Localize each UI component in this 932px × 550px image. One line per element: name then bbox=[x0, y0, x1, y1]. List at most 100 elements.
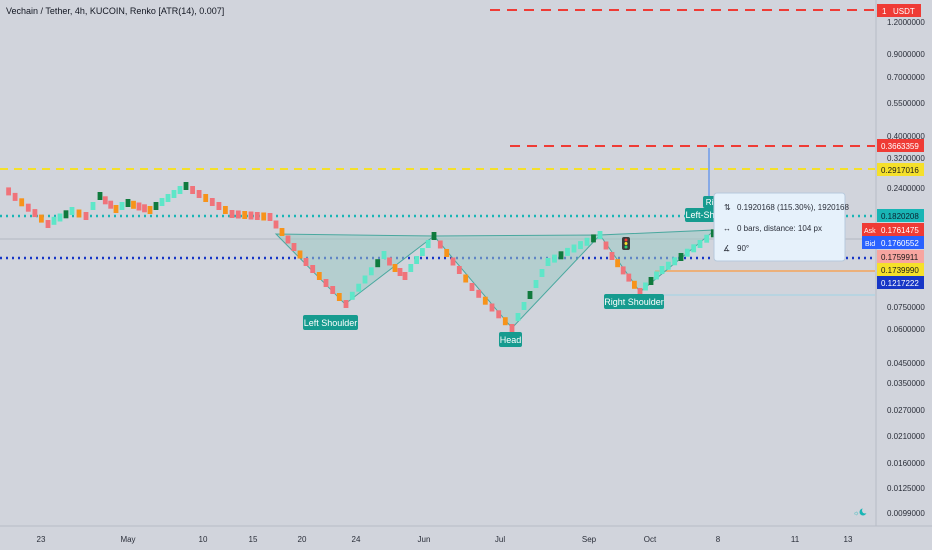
svg-text:Left Shoulder: Left Shoulder bbox=[304, 318, 358, 328]
price-tick-label: 0.0600000 bbox=[887, 325, 925, 334]
time-tick-label: Sep bbox=[582, 535, 597, 544]
renko-up-brick bbox=[172, 190, 177, 198]
measure-bars-text: 0 bars, distance: 104 px bbox=[737, 224, 822, 233]
svg-text:0.1760552: 0.1760552 bbox=[881, 239, 919, 248]
chart-title: Vechain / Tether, 4h, KUCOIN, Renko [ATR… bbox=[6, 6, 224, 16]
renko-down-brick bbox=[33, 209, 38, 217]
renko-down-brick bbox=[210, 198, 215, 206]
measure-angle-text: 90° bbox=[737, 244, 749, 253]
renko-up-brick bbox=[154, 202, 159, 210]
yellow-level-tag: 0.2917016 bbox=[877, 163, 924, 176]
renko-down-brick bbox=[46, 220, 51, 228]
svg-text:☼: ☼ bbox=[853, 510, 859, 517]
renko-up-brick bbox=[552, 255, 557, 263]
renko-up-brick bbox=[572, 245, 577, 253]
renko-down-brick bbox=[490, 304, 495, 312]
bid-tag: Bid 0.1760552 bbox=[862, 236, 924, 249]
renko-up-brick bbox=[382, 251, 387, 259]
renko-down-brick bbox=[137, 203, 142, 211]
renko-down-brick bbox=[19, 198, 24, 206]
svg-text:Bid: Bid bbox=[865, 241, 875, 248]
renko-down-brick bbox=[398, 268, 403, 276]
renko-down-brick bbox=[503, 317, 508, 325]
renko-down-brick bbox=[403, 272, 408, 280]
measure-angle-icon: ∡ bbox=[723, 244, 730, 253]
price-tick-label: 0.0125000 bbox=[887, 484, 925, 493]
renko-up-brick bbox=[369, 267, 374, 275]
renko-down-brick bbox=[304, 258, 309, 266]
renko-down-brick bbox=[268, 213, 273, 221]
renko-down-brick bbox=[604, 242, 609, 250]
renko-down-brick bbox=[217, 202, 222, 210]
renko-up-brick bbox=[666, 262, 671, 270]
price-tick-label: 1.2000000 bbox=[887, 18, 925, 27]
right-shoulder-label: Right Shoulder bbox=[604, 294, 664, 309]
time-tick-label: May bbox=[120, 535, 135, 544]
renko-down-brick bbox=[6, 187, 11, 195]
renko-down-brick bbox=[242, 211, 247, 219]
renko-down-brick bbox=[236, 211, 241, 219]
renko-down-brick bbox=[286, 236, 291, 244]
renko-down-brick bbox=[142, 204, 147, 212]
svg-text:Left-Sh: Left-Sh bbox=[685, 210, 714, 220]
blue-level-tag: 0.1217222 bbox=[877, 276, 924, 289]
price-tick-label: 0.2400000 bbox=[887, 184, 925, 193]
renko-up-brick bbox=[528, 291, 533, 299]
renko-down-brick bbox=[261, 213, 266, 221]
time-tick-label: 23 bbox=[37, 535, 46, 544]
renko-up-brick bbox=[685, 249, 690, 257]
time-tick-label: 10 bbox=[199, 535, 208, 544]
renko-down-brick bbox=[298, 251, 303, 259]
price-tick-label: 0.0450000 bbox=[887, 359, 925, 368]
renko-down-brick bbox=[190, 186, 195, 194]
price-tick-label: 0.0210000 bbox=[887, 432, 925, 441]
renko-up-brick bbox=[58, 214, 63, 222]
renko-down-brick bbox=[610, 252, 615, 260]
time-tick-label: Jul bbox=[495, 535, 505, 544]
renko-up-brick bbox=[91, 202, 96, 210]
renko-up-brick bbox=[414, 256, 419, 264]
renko-down-brick bbox=[387, 258, 392, 266]
time-tick-label: 13 bbox=[844, 535, 853, 544]
renko-down-brick bbox=[255, 212, 260, 220]
renko-down-brick bbox=[317, 272, 322, 280]
price-tick-label: 0.0270000 bbox=[887, 406, 925, 415]
left-shoulder-label: Left Shoulder bbox=[303, 315, 358, 330]
renko-up-brick bbox=[166, 194, 171, 202]
renko-up-brick bbox=[649, 277, 654, 285]
renko-down-brick bbox=[324, 279, 329, 287]
renko-down-brick bbox=[444, 249, 449, 257]
measure-bars-icon: ↔ bbox=[723, 224, 731, 233]
renko-up-brick bbox=[591, 234, 596, 242]
renko-down-brick bbox=[280, 228, 285, 236]
renko-up-brick bbox=[585, 238, 590, 246]
renko-up-brick bbox=[698, 240, 703, 248]
renko-up-brick bbox=[578, 241, 583, 249]
renko-up-brick bbox=[350, 292, 355, 300]
svg-text:0.3663359: 0.3663359 bbox=[881, 142, 919, 151]
renko-down-brick bbox=[438, 241, 443, 249]
renko-down-brick bbox=[197, 190, 202, 198]
svg-text:Right Shoulder: Right Shoulder bbox=[604, 297, 664, 307]
price-tick-label: 0.0099000 bbox=[887, 509, 925, 518]
svg-text:Ask: Ask bbox=[864, 228, 876, 235]
renko-up-brick bbox=[565, 248, 570, 256]
renko-down-brick bbox=[330, 286, 335, 294]
renko-down-brick bbox=[621, 266, 626, 274]
renko-up-brick bbox=[534, 280, 539, 288]
traffic-light-icon[interactable] bbox=[622, 237, 630, 250]
renko-up-brick bbox=[52, 217, 57, 225]
renko-up-brick bbox=[691, 244, 696, 252]
svg-text:Head: Head bbox=[500, 335, 522, 345]
renko-down-brick bbox=[615, 259, 620, 267]
svg-text:0.1739990: 0.1739990 bbox=[881, 266, 919, 275]
svg-text:0.1761475: 0.1761475 bbox=[881, 226, 919, 235]
renko-down-brick bbox=[103, 196, 108, 204]
renko-up-brick bbox=[522, 302, 527, 310]
orange-level-tag: 0.1739990 bbox=[877, 263, 924, 276]
time-tick-label: 15 bbox=[249, 535, 258, 544]
svg-text:USDT: USDT bbox=[893, 7, 915, 16]
price-tick-label: 0.9000000 bbox=[887, 50, 925, 59]
